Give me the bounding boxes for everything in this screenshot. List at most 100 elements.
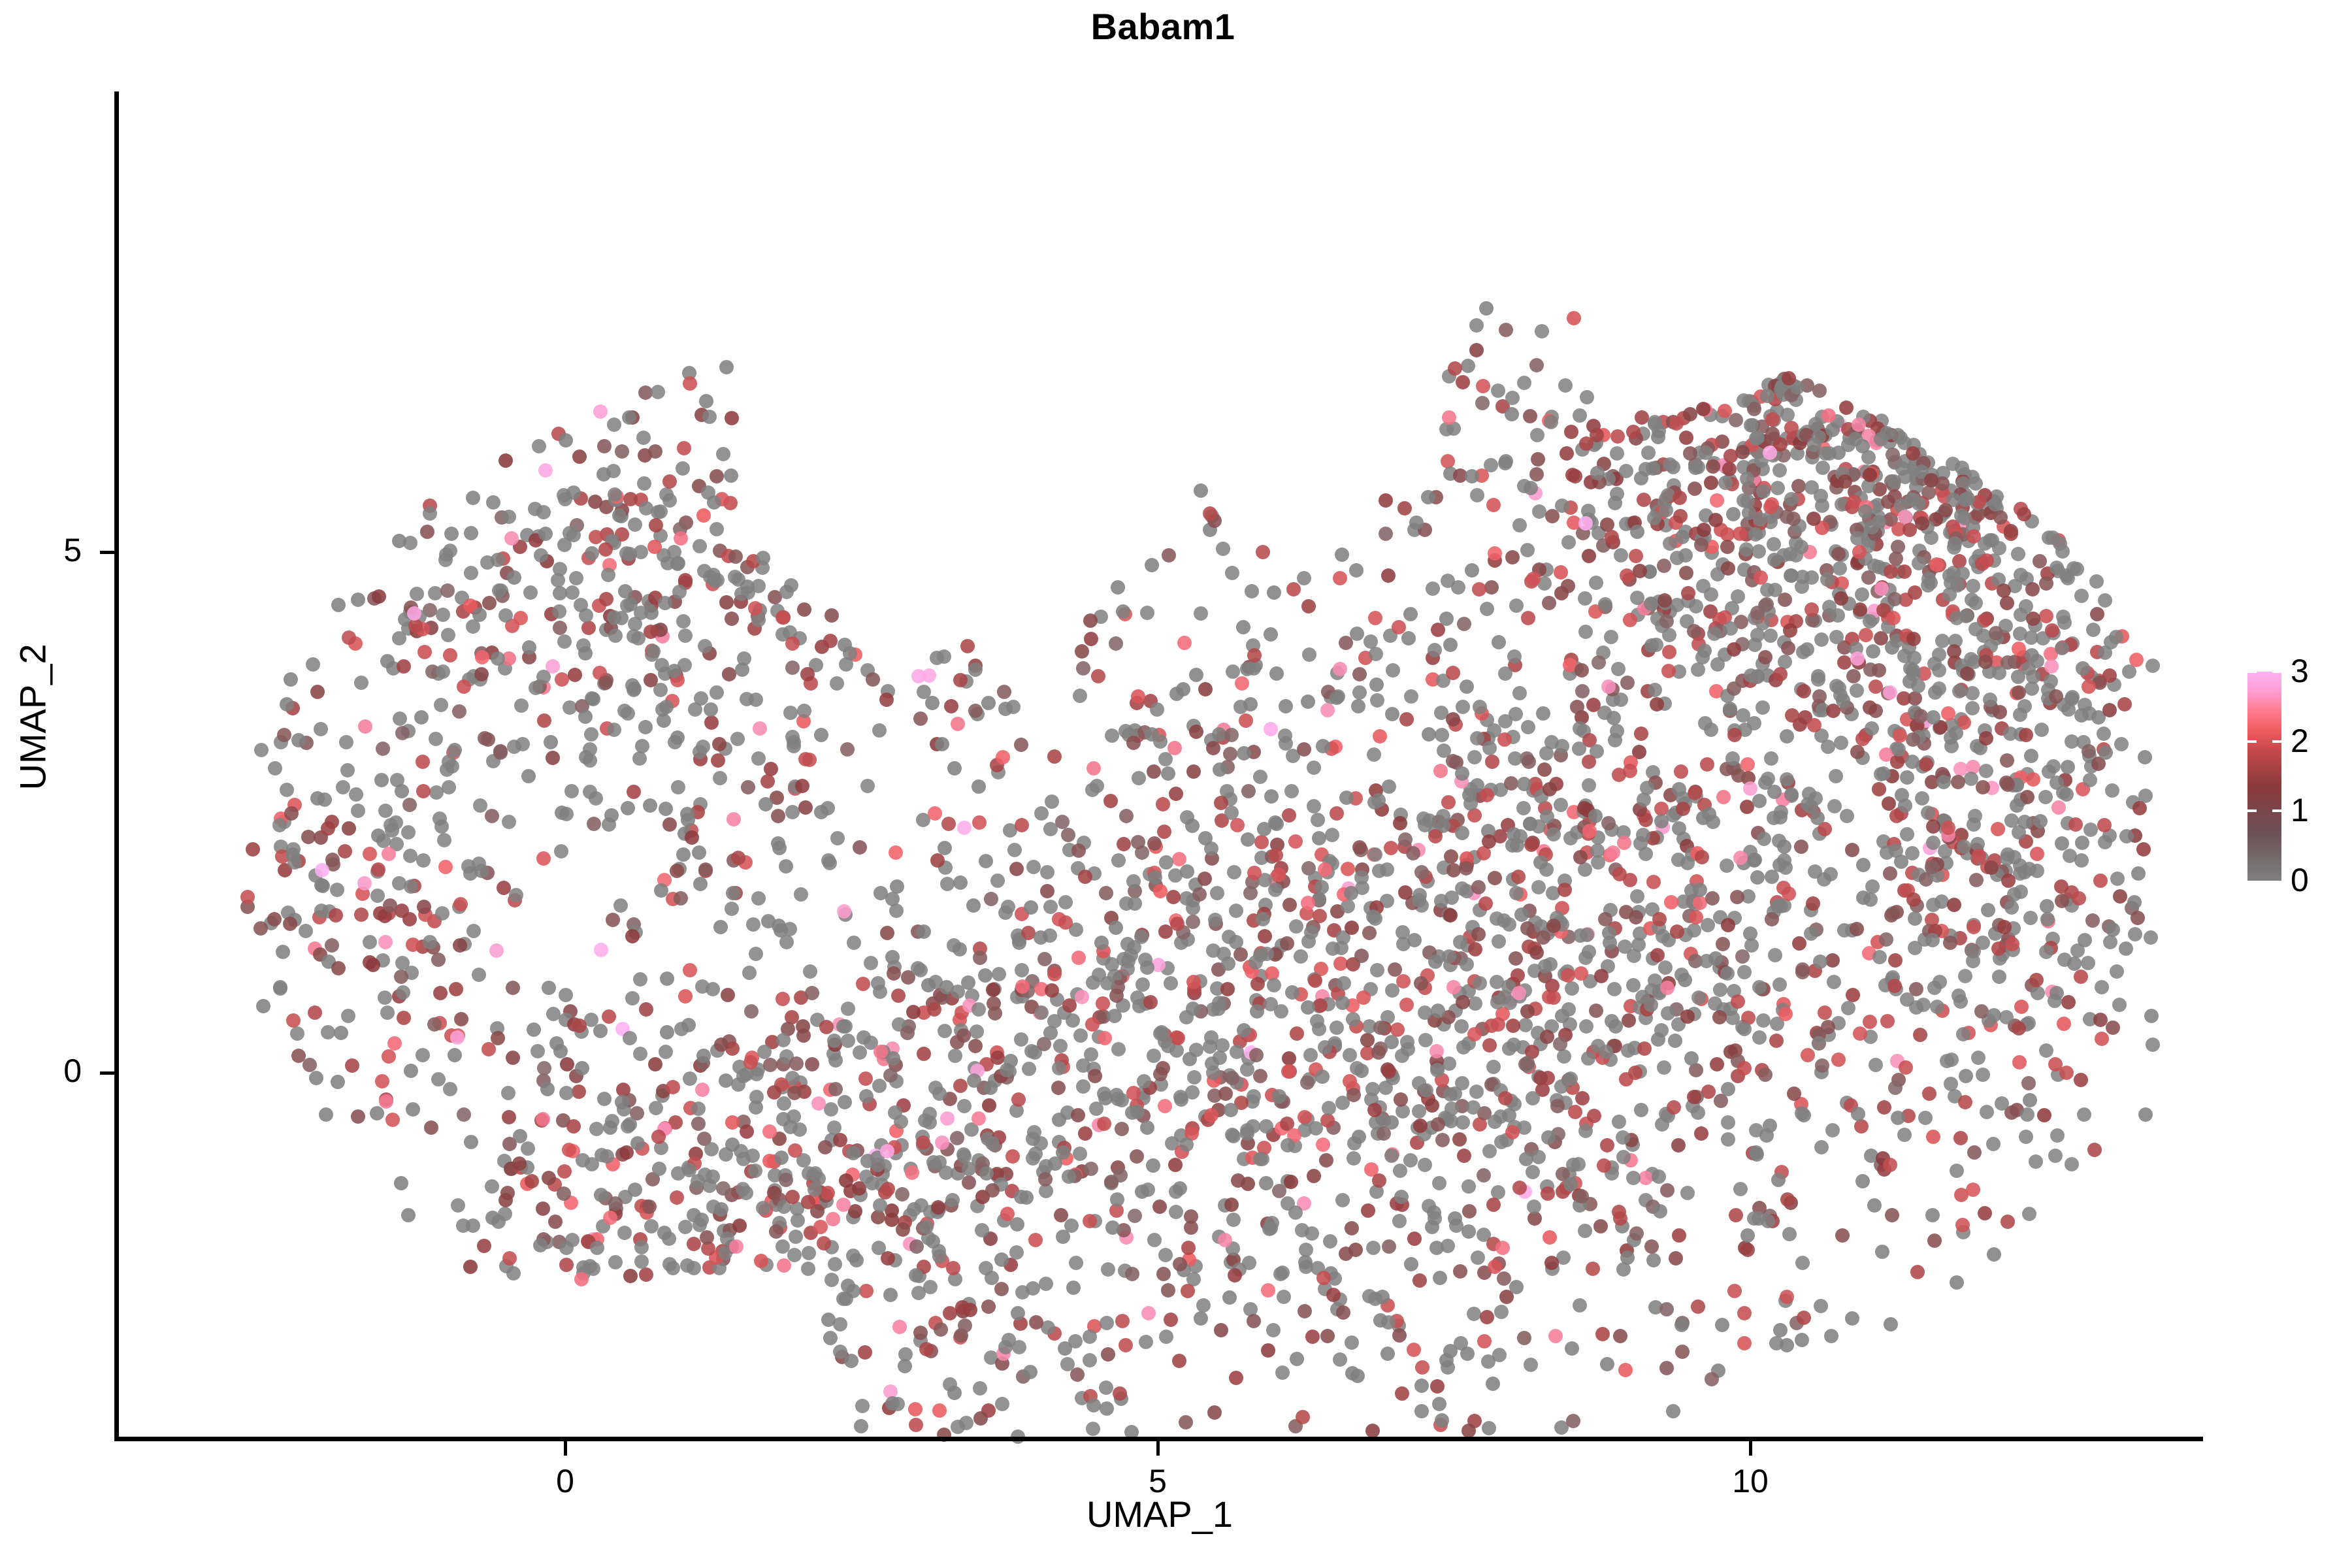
scatter-point [1840, 809, 1855, 824]
scatter-point [586, 817, 601, 832]
scatter-point [1971, 1051, 1986, 1066]
scatter-point [1690, 662, 1705, 677]
scatter-point [883, 1287, 898, 1302]
scatter-point [1116, 837, 1131, 852]
scatter-point [1927, 1233, 1942, 1248]
scatter-point [1186, 764, 1201, 779]
scatter-point [1350, 1368, 1365, 1383]
scatter-point [1365, 1423, 1380, 1438]
scatter-point [1070, 1367, 1085, 1382]
scatter-point [895, 1222, 910, 1237]
scatter-point [1486, 1198, 1501, 1213]
scatter-point [1274, 1004, 1289, 1019]
scatter-point [1783, 568, 1798, 583]
scatter-point [758, 797, 773, 812]
scatter-point [1756, 483, 1771, 498]
scatter-point [2096, 726, 2111, 741]
scatter-point [1107, 1008, 1122, 1023]
scatter-point [501, 510, 516, 525]
scatter-point [506, 980, 521, 995]
scatter-point [1161, 1283, 1176, 1298]
scatter-point [583, 784, 598, 799]
scatter-point [1091, 668, 1106, 683]
scatter-point [1543, 782, 1558, 797]
scatter-point [932, 1086, 947, 1101]
scatter-point [1149, 702, 1164, 717]
scatter-point [700, 1230, 715, 1245]
scatter-point [1155, 796, 1170, 811]
scatter-point [623, 546, 638, 561]
scatter-point [2038, 945, 2053, 960]
scatter-point [860, 1153, 875, 1168]
scatter-point [1608, 1019, 1623, 1034]
scatter-point [1307, 973, 1322, 988]
scatter-point [1529, 428, 1544, 443]
scatter-point [565, 585, 580, 600]
scatter-point [657, 596, 672, 611]
scatter-point [1015, 817, 1030, 832]
scatter-point [606, 417, 621, 433]
scatter-point [1720, 966, 1735, 981]
scatter-point [563, 526, 578, 541]
scatter-point [1058, 894, 1073, 909]
scatter-point [395, 985, 410, 1000]
scatter-point [942, 1305, 957, 1320]
scatter-point [714, 1037, 729, 1052]
scatter-point [1459, 861, 1474, 876]
scatter-point [1894, 788, 1909, 803]
scatter-point [1887, 953, 1903, 968]
scatter-point [1565, 1157, 1580, 1172]
scatter-point [1804, 480, 1819, 495]
scatter-point [551, 604, 566, 619]
scatter-point [1831, 1052, 1846, 1067]
scatter-point [804, 985, 819, 1000]
scatter-point [456, 1107, 471, 1122]
scatter-point [1593, 968, 1609, 983]
scatter-point [841, 1034, 856, 1049]
scatter-point [723, 468, 738, 483]
scatter-point [1152, 1199, 1167, 1214]
scatter-point [1670, 924, 1685, 939]
scatter-point [941, 816, 956, 831]
scatter-point [363, 935, 378, 950]
scatter-point [1125, 1267, 1140, 1282]
scatter-point [966, 898, 981, 913]
scatter-point [1491, 1017, 1506, 1032]
scatter-point [892, 1319, 907, 1334]
scatter-point [853, 840, 868, 855]
scatter-point [2075, 835, 2090, 850]
scatter-point [1532, 504, 1547, 519]
scatter-point [715, 1181, 730, 1196]
scatter-point [1907, 691, 1922, 706]
scatter-point [1598, 596, 1613, 612]
scatter-point [1271, 867, 1286, 882]
scatter-point [1898, 509, 1913, 524]
scatter-point [1752, 512, 1767, 527]
scatter-point [990, 1051, 1005, 1066]
scatter-point [2014, 999, 2029, 1014]
scatter-point [387, 1036, 402, 1051]
scatter-point [473, 798, 488, 813]
scatter-point [1177, 636, 1192, 651]
scatter-point [1783, 623, 1798, 638]
scatter-point [1315, 1069, 1330, 1084]
scatter-point [1567, 1105, 1582, 1119]
scatter-point [1671, 1138, 1686, 1153]
scatter-point [1214, 1323, 1229, 1338]
scatter-point [1586, 1109, 1601, 1124]
scatter-point [1958, 1094, 1973, 1109]
scatter-point [1579, 389, 1594, 404]
scatter-point [676, 461, 691, 476]
scatter-point [1252, 1151, 1267, 1166]
scatter-point [1657, 558, 1672, 573]
scatter-point [1566, 1414, 1581, 1429]
scatter-point [1814, 1139, 1829, 1154]
scatter-point [2072, 891, 2087, 906]
scatter-point [1010, 1306, 1025, 1321]
scatter-point [331, 1075, 346, 1090]
scatter-point [2013, 707, 2028, 722]
scatter-point [1682, 406, 1697, 421]
scatter-point [351, 803, 366, 818]
scatter-point [1780, 728, 1795, 743]
scatter-point [946, 1260, 961, 1275]
